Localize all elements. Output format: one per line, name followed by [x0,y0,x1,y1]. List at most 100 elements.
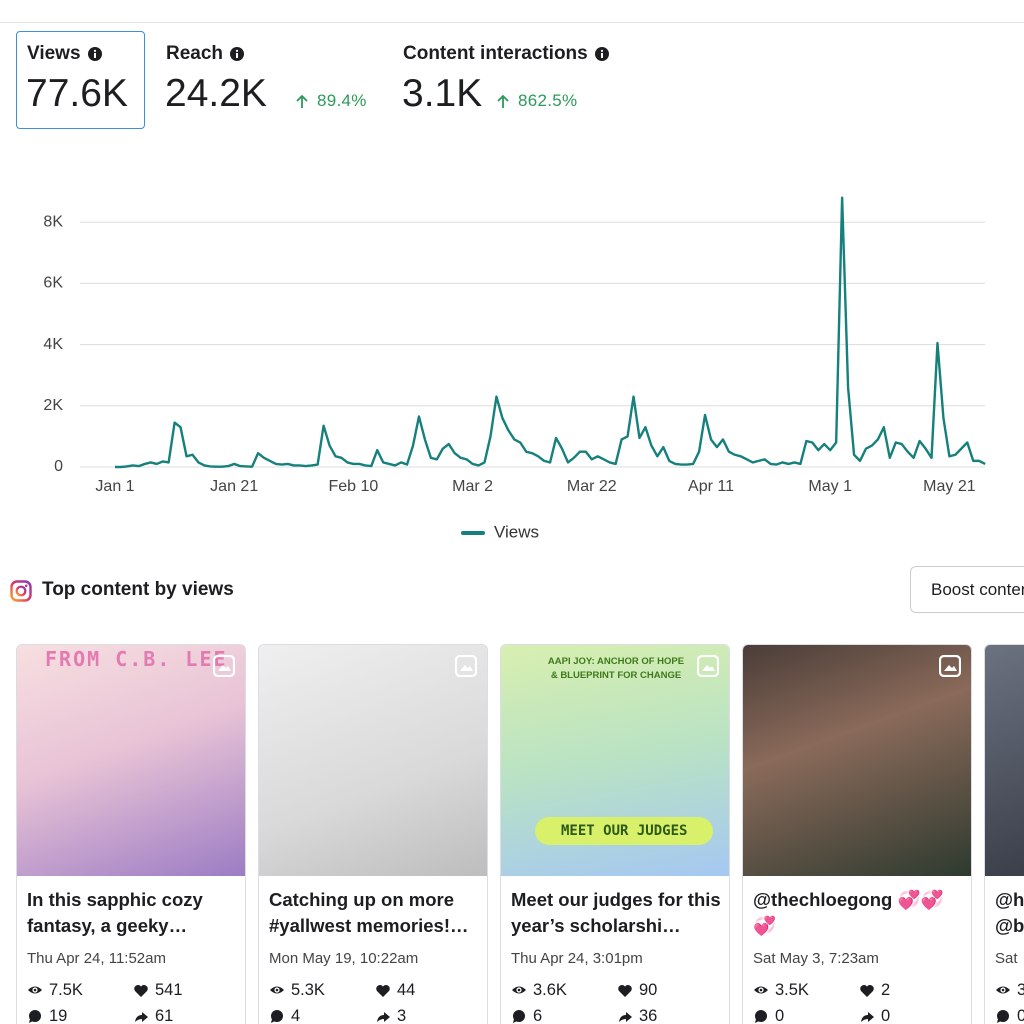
likes-icon [376,985,390,997]
x-tick-label: Apr 11 [688,478,734,495]
stat-views: 3 [995,981,1024,1000]
media-type-icon [939,655,961,677]
chart: 0 2K 4K 6K 8K Jan 1 Jan 21 Feb 10 Mar 2 Mar 22 Apr… [43,196,986,541]
comments-icon [755,1010,767,1023]
stat-shares: 36 [617,1007,657,1024]
metric-label-text: Views [27,43,81,64]
likes-icon [618,985,632,997]
selected-metric-box[interactable] [16,31,145,129]
metric-change-text: 862.5% [518,91,578,110]
post-date: Sat [995,950,1018,967]
stat-value: 19 [49,1007,68,1024]
y-tick-label: 2K [43,397,63,414]
stat-value: 90 [639,981,658,999]
stat-likes: 2 [859,981,890,1000]
stat-value: 6 [533,1007,543,1024]
post-title: Meet our judges for this year’s scholars… [511,889,721,936]
media-type-icon [213,655,235,677]
stat-comments: 4 [269,1007,300,1024]
post-card[interactable]: AAPI JOY: ANCHOR OF HOPE & BLUEPRINT FOR… [500,644,730,1024]
stat-likes: 44 [375,981,415,1000]
post-card[interactable]: Catching up on more #yallwest memories!…… [258,644,488,1024]
up-arrow-icon [497,94,509,108]
post-title: In this sapphic cozy fantasy, a geeky… [27,889,203,936]
x-tick-label: May 1 [808,478,852,495]
metric-value: 77.6K [26,72,128,115]
stat-value: 3 [397,1007,407,1024]
stat-value: 7.5K [49,981,83,999]
top-bar [0,0,1024,23]
y-tick-label: 0 [54,458,63,475]
views-icon [28,986,42,994]
views-icon [512,986,526,994]
metric-change-text: 89.4% [317,91,367,110]
views-icon [754,986,768,994]
comments-icon [513,1010,525,1023]
metric-value: 3.1K [402,72,483,115]
stat-views: 3.5K [753,981,809,1000]
shares-icon [135,1012,148,1022]
stat-likes: 541 [133,981,183,1000]
post-image [743,645,971,876]
x-tick-label: May 21 [923,478,976,495]
post-card[interactable]: @h @b Sat 3 0 [984,644,1024,1024]
metric-label: Reach [166,43,245,65]
stat-comments: 6 [511,1007,542,1024]
comments-icon [997,1010,1009,1023]
metric-label: Content interactions [403,43,609,65]
post-card[interactable]: FROM C.B. LEE In this sapphic cozy fantas… [16,644,246,1024]
likes-icon [860,985,874,997]
stat-shares: 3 [375,1007,406,1024]
metric-label: Views [27,43,102,65]
stat-value: 0 [881,1007,891,1024]
info-icon [594,47,609,61]
up-arrow-icon [296,94,308,108]
stat-value: 0 [1017,1007,1024,1024]
post-date: Thu Apr 24, 3:01pm [511,950,643,967]
info-icon [87,47,102,61]
post-image [259,645,487,876]
stat-value: 541 [155,981,183,999]
boost-button[interactable]: Boost content [910,566,1024,613]
stat-value: 5.3K [291,981,325,999]
x-tick-label: Jan 21 [210,478,258,495]
comments-icon [29,1010,41,1023]
stat-value: 61 [155,1007,174,1024]
y-tick-label: 4K [43,336,63,353]
x-tick-label: Jan 1 [95,478,134,495]
image-text: AAPI JOY: ANCHOR OF HOPE & BLUEPRINT FOR… [547,656,685,681]
stat-value: 3.5K [775,981,809,999]
stat-comments: 0 [995,1007,1024,1024]
line-series [115,196,986,469]
stat-views: 3.6K [511,981,567,1000]
post-date: Mon May 19, 10:22am [269,950,419,967]
image-text: MEET OUR JUDGES [535,817,714,845]
post-card[interactable]: @thechloegong 💞💞💞 Sat May 3, 7:23am 3.5K 2 0… [742,644,972,1024]
media-type-icon [455,655,477,677]
metric-value: 24.2K [165,72,267,115]
comments-icon [271,1010,283,1023]
shares-icon [861,1012,874,1022]
post-date: Thu Apr 24, 11:52am [27,950,166,967]
stat-value: 36 [639,1007,658,1024]
stat-views: 7.5K [27,981,83,1000]
post-image: FROM C.B. LEE [17,645,245,876]
info-icon [230,47,245,61]
stat-value: 0 [775,1007,785,1024]
stat-value: 2 [881,981,891,999]
post-image: AAPI JOY: ANCHOR OF HOPE & BLUEPRINT FOR… [501,645,729,876]
stat-likes: 90 [617,981,657,1000]
stat-comments: 0 [753,1007,784,1024]
stat-value: 3 [1017,981,1024,1000]
stat-value: 4 [291,1007,301,1024]
views-icon [996,986,1010,994]
y-tick-label: 6K [43,275,63,292]
stat-comments: 19 [27,1007,67,1024]
post-image [985,645,1024,876]
image-text: FROM C.B. LEE [45,647,228,671]
views-icon [270,986,284,994]
likes-icon [134,985,148,997]
media-type-icon [697,655,719,677]
